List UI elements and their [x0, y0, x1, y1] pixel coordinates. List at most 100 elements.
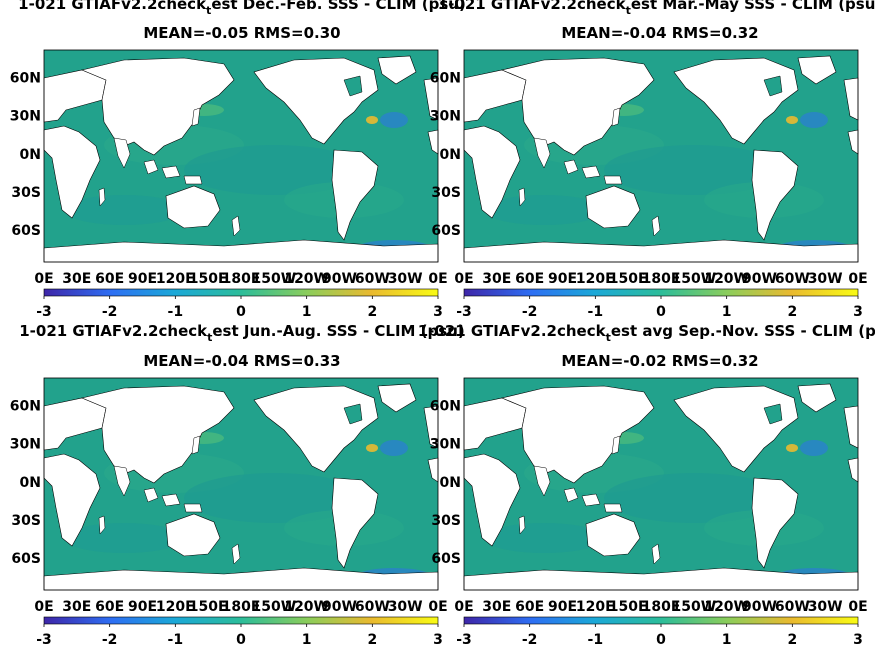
- panel-4-xtick-label: 180E: [642, 599, 681, 615]
- panel-2-colorbar-tick-label: -3: [456, 304, 472, 320]
- panel-4-stats: MEAN=-0.02 RMS=0.32: [561, 352, 758, 370]
- panel-2-colorbar-tick-label: 0: [656, 304, 666, 320]
- panel-1-xtick-label: 0E: [428, 271, 447, 287]
- panel-4-xtick-label: 0E: [454, 599, 473, 615]
- panel-4-colorbar-tick-label: -2: [522, 632, 538, 648]
- panel-1-xtick-label: 60W: [355, 271, 390, 287]
- panel-3-title: 1-021 GTIAFv2.2checktest Jun.-Aug. SSS -…: [19, 322, 465, 344]
- panel-3-xtick-label: 120W: [284, 599, 329, 615]
- panel-1-xtick-label: 120E: [156, 271, 195, 287]
- panel-1-xtick-label: 30E: [62, 271, 91, 287]
- panel-2-xtick-label: 0E: [454, 271, 473, 287]
- panel-1-ytick-label: 60S: [11, 223, 41, 239]
- panel-2-xtick-label: 150W: [671, 271, 716, 287]
- panel-3-colorbar: [43, 616, 439, 625]
- panel-3: 1-021 GTIAFv2.2checktest Jun.-Aug. SSS -…: [19, 322, 465, 591]
- panel-4-colorbar-tick-label: 1: [722, 632, 732, 648]
- panel-3-colorbar-tick-label: 3: [433, 632, 443, 648]
- panel-2-xtick-label: 30E: [482, 271, 511, 287]
- panel-1-colorbar-tick-label: -1: [168, 304, 184, 320]
- panel-3-ytick-label: 60S: [11, 551, 41, 567]
- panel-4-colorbar: [463, 616, 859, 625]
- panel-1-ytick-label: 60N: [10, 71, 41, 87]
- panel-4-xtick-label: 0E: [848, 599, 867, 615]
- panel-1-colorbar-tick-label: 1: [302, 304, 312, 320]
- panel-3-xtick-label: 150E: [189, 599, 228, 615]
- panel-1-xtick-label: 150E: [189, 271, 228, 287]
- panel-4-colorbar-tick-label: 2: [787, 632, 797, 648]
- panel-2-xtick-label: 150E: [609, 271, 648, 287]
- panel-1-colorbar-tick-label: -2: [102, 304, 118, 320]
- panel-4-xtick-label: 120E: [576, 599, 615, 615]
- panel-3-stats: MEAN=-0.04 RMS=0.33: [143, 352, 340, 370]
- panel-3-ytick-label: 30N: [10, 437, 41, 453]
- panel-4-colorbar-tick-label: -1: [588, 632, 604, 648]
- panel-2-colorbar-tick-label: -1: [588, 304, 604, 320]
- panel-4-map: [463, 377, 859, 591]
- panel-2-xtick-label: 0E: [848, 271, 867, 287]
- panel-1: 1-021 GTIAFv2.2checktest Dec.-Feb. SSS -…: [18, 0, 466, 263]
- panel-4-xtick-label: 60E: [515, 599, 544, 615]
- panel-3-colorbar-tick-label: 1: [302, 632, 312, 648]
- panel-2-xtick-label: 120E: [576, 271, 615, 287]
- panel-4-xtick-label: 150W: [671, 599, 716, 615]
- panel-2-xtick-label: 90E: [548, 271, 577, 287]
- panel-1-colorbar-tick-label: -3: [36, 304, 52, 320]
- panel-4-xtick-label: 90E: [548, 599, 577, 615]
- panel-1-map: [43, 49, 439, 263]
- panel-2-ytick-label: 0N: [440, 147, 461, 163]
- panel-2-colorbar-tick-label: 1: [722, 304, 732, 320]
- panel-2-title: 1-021 GTIAFv2.2checktest Mar.-May SSS - …: [438, 0, 875, 17]
- panel-3-ytick-label: 0N: [20, 475, 41, 491]
- panel-2-stats: MEAN=-0.04 RMS=0.32: [561, 24, 758, 42]
- panel-4-ytick-label: 30N: [430, 437, 461, 453]
- panel-3-ytick-label: 60N: [10, 399, 41, 415]
- panel-2-colorbar-tick-label: 3: [853, 304, 863, 320]
- panel-1-colorbar: [43, 288, 439, 297]
- panel-2-ytick-label: 60N: [430, 71, 461, 87]
- panel-1-xtick-label: 150W: [251, 271, 296, 287]
- panel-3-xtick-label: 150W: [251, 599, 296, 615]
- panel-3-xtick-label: 30E: [62, 599, 91, 615]
- panel-4-xtick-label: 60W: [775, 599, 810, 615]
- panel-4-xtick-label: 120W: [704, 599, 749, 615]
- panel-2-xtick-label: 60E: [515, 271, 544, 287]
- panel-4-xtick-label: 30W: [808, 599, 843, 615]
- panel-4-ytick-label: 60N: [430, 399, 461, 415]
- panel-3-colorbar-tick-label: 2: [367, 632, 377, 648]
- panel-3-xtick-label: 60E: [95, 599, 124, 615]
- panel-4-xtick-label: 150E: [609, 599, 648, 615]
- panel-1-title: 1-021 GTIAFv2.2checktest Dec.-Feb. SSS -…: [18, 0, 466, 17]
- panel-3-xtick-label: 0E: [428, 599, 447, 615]
- panel-3-xtick-label: 90W: [322, 599, 357, 615]
- panel-2-colorbar-tick-label: -2: [522, 304, 538, 320]
- panel-1-xtick-label: 180E: [222, 271, 261, 287]
- panel-3-map: [43, 377, 439, 591]
- panel-1-ytick-label: 30S: [11, 185, 41, 201]
- panel-4-title: 1-021 GTIAFv2.2checktest avg Sep.-Nov. S…: [418, 322, 875, 344]
- panel-2-xtick-label: 30W: [808, 271, 843, 287]
- panel-2-ytick-label: 60S: [431, 223, 461, 239]
- panel-4-xtick-label: 90W: [742, 599, 777, 615]
- panel-4-xtick-label: 30E: [482, 599, 511, 615]
- panel-1-xtick-label: 0E: [34, 271, 53, 287]
- panel-1-xtick-label: 60E: [95, 271, 124, 287]
- panel-1-xtick-label: 90W: [322, 271, 357, 287]
- panel-2-ytick-label: 30N: [430, 109, 461, 125]
- panel-1-ytick-label: 30N: [10, 109, 41, 125]
- panel-2-xtick-label: 90W: [742, 271, 777, 287]
- panel-2-colorbar: [463, 288, 859, 297]
- panel-3-xtick-label: 60W: [355, 599, 390, 615]
- panel-3-colorbar-tick-label: 0: [236, 632, 246, 648]
- panel-3-colorbar-tick-label: -2: [102, 632, 118, 648]
- panel-2: 1-021 GTIAFv2.2checktest Mar.-May SSS - …: [438, 0, 875, 263]
- panel-4-colorbar-tick-label: -3: [456, 632, 472, 648]
- panel-1-colorbar-tick-label: 3: [433, 304, 443, 320]
- panel-3-ytick-label: 30S: [11, 513, 41, 529]
- panel-4-ytick-label: 0N: [440, 475, 461, 491]
- panel-3-xtick-label: 30W: [388, 599, 423, 615]
- panel-2-xtick-label: 180E: [642, 271, 681, 287]
- panel-2-ytick-label: 30S: [431, 185, 461, 201]
- panel-3-colorbar-tick-label: -1: [168, 632, 184, 648]
- panel-2-xtick-label: 120W: [704, 271, 749, 287]
